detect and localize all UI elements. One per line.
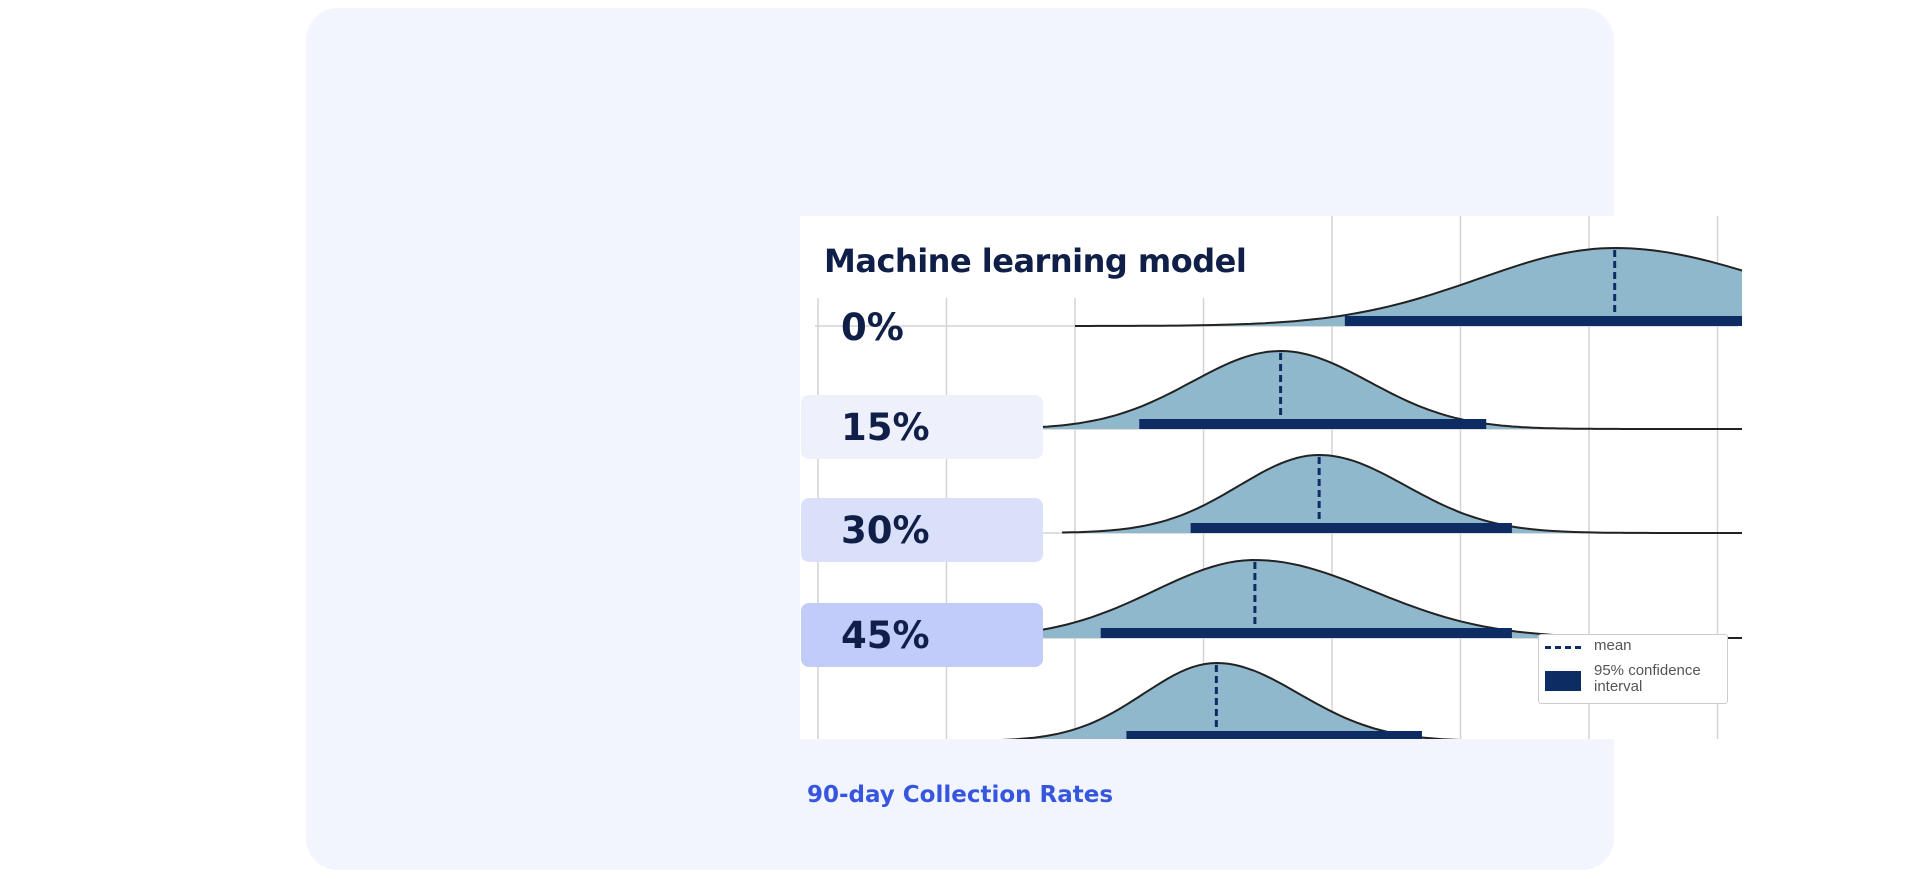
legend-ci-label: 95% confidence interval [1594,662,1701,695]
ci-bar-3 [1100,628,1512,638]
density-area-1 [985,351,1742,429]
chart-title: Machine learning model [824,242,1247,280]
legend-mean-swatch [1545,646,1581,649]
ci-bar-2 [1190,523,1512,533]
density-outline-2 [1062,453,1742,534]
density-area-3 [882,560,1742,638]
legend-ci-swatch [1545,671,1581,691]
ci-bar-0 [1344,316,1742,326]
row-label-15: 15% [801,395,1043,459]
density-area-2 [1062,455,1742,533]
ci-bar-1 [1139,419,1487,429]
density-outline-1 [985,349,1742,430]
row-label-30: 30% [801,498,1043,562]
chart-legend: mean 95% confidence interval [1538,634,1728,704]
figure-caption: 90-day Collection Rates [806,782,1114,808]
chart-card: Machine learning model 0% 15% 30% 45% me… [306,8,1742,870]
density-area-4 [1019,663,1440,739]
row-label-45: 45% [801,603,1043,667]
density-outline-0 [1075,246,1742,327]
density-outline-3 [882,558,1742,639]
row-label-0: 0% [841,305,904,349]
legend-mean-label: mean [1594,637,1632,654]
density-area-0 [1075,248,1742,326]
ci-bar-4 [1126,731,1422,739]
ridgeline-chart: Machine learning model 0% 15% 30% 45% me… [800,216,1742,739]
density-outline-4 [1001,661,1462,739]
